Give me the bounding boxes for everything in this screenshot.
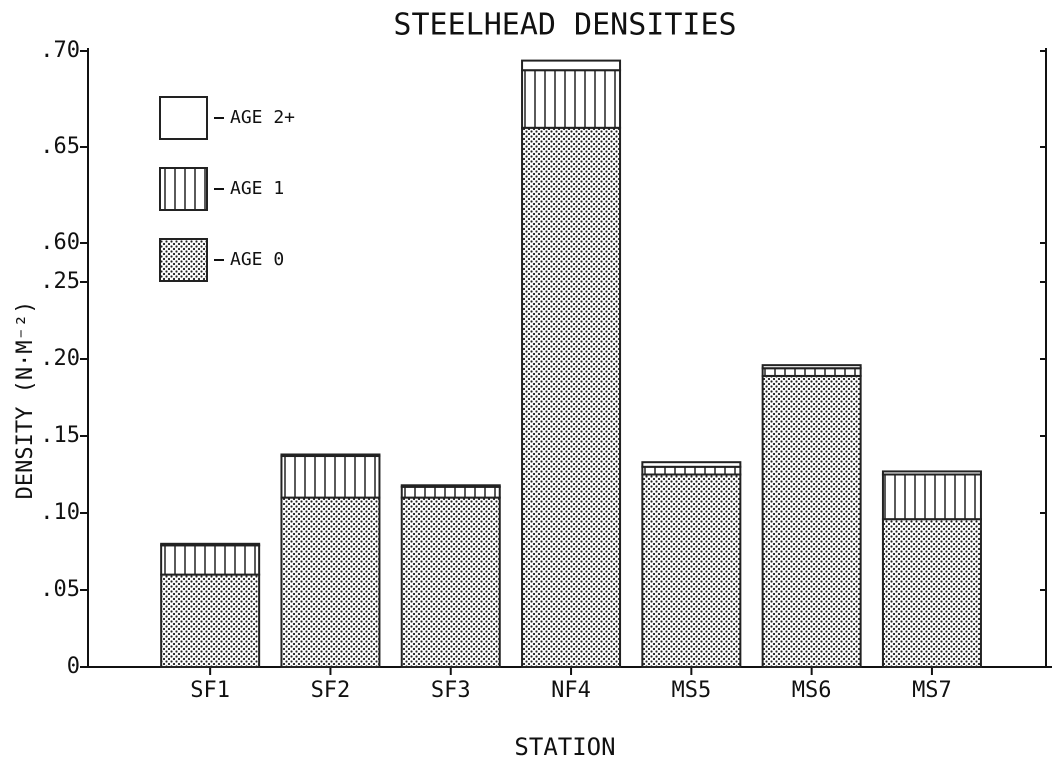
bar-segment	[521, 59, 622, 72]
y-tick-label: .20	[40, 346, 80, 371]
bar-segment	[641, 461, 742, 468]
bar-segment	[761, 367, 862, 377]
bar-segment	[280, 453, 381, 458]
bar-segment	[400, 485, 501, 499]
bar-segment	[400, 484, 501, 488]
legend-label: AGE 1	[230, 178, 284, 199]
x-axis-label: STATION	[514, 733, 615, 761]
bar-segment	[641, 465, 742, 476]
bar-segment	[881, 470, 982, 476]
x-tick-label: MS5	[671, 678, 711, 703]
x-tick-label: SF3	[431, 678, 471, 703]
x-tick-label: SF2	[311, 678, 351, 703]
y-tick-label: .25	[40, 269, 80, 294]
x-tick-label: SF1	[190, 678, 230, 703]
y-tick-label: .05	[40, 577, 80, 602]
bar-segment	[160, 544, 261, 576]
bar-segment	[521, 126, 622, 669]
bar-segment	[881, 473, 982, 521]
bar-segment	[761, 374, 862, 668]
legend-swatch	[159, 167, 208, 211]
y-axis-label: DENSITY (N·M⁻²)	[13, 301, 38, 500]
bar-segment	[280, 496, 381, 668]
y-tick-label: .60	[40, 230, 80, 255]
legend-swatch	[159, 96, 208, 140]
bar-segment	[160, 573, 261, 668]
legend-label: AGE 2+	[230, 107, 295, 128]
x-tick-label: NF4	[551, 678, 591, 703]
x-tick-label: MS6	[792, 678, 832, 703]
y-tick-label: .10	[40, 500, 80, 525]
chart-title: STEELHEAD DENSITIES	[393, 8, 736, 43]
bar-segment	[881, 518, 982, 668]
y-tick-label: .65	[40, 134, 80, 159]
bar-segment	[641, 473, 742, 668]
y-tick-label: .70	[40, 38, 80, 63]
bar-segment	[280, 455, 381, 499]
bar-segment	[400, 496, 501, 668]
y-tick-label: 0	[67, 654, 80, 679]
legend-label: AGE 0	[230, 249, 284, 270]
x-tick-label: MS7	[912, 678, 952, 703]
y-tick-label: .15	[40, 423, 80, 448]
bar-segment	[160, 542, 261, 547]
bar-segment	[521, 69, 622, 129]
bar-segment	[761, 364, 862, 370]
legend-swatch	[159, 238, 208, 282]
